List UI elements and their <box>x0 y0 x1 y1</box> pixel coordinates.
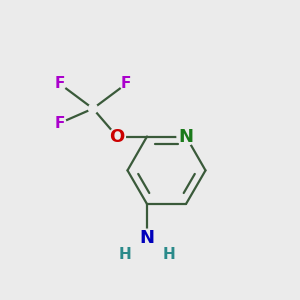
Text: N: N <box>140 229 154 247</box>
Circle shape <box>120 78 132 90</box>
Text: N: N <box>178 128 194 146</box>
Circle shape <box>139 229 155 246</box>
Text: H: H <box>163 247 176 262</box>
Circle shape <box>54 78 66 90</box>
Circle shape <box>177 128 195 146</box>
Circle shape <box>109 128 125 145</box>
Text: F: F <box>121 76 131 92</box>
Text: H: H <box>118 247 131 262</box>
Text: F: F <box>55 116 65 130</box>
Circle shape <box>164 249 175 260</box>
Text: F: F <box>55 76 65 92</box>
Circle shape <box>88 104 98 113</box>
Circle shape <box>119 249 130 260</box>
Circle shape <box>54 117 66 129</box>
Text: O: O <box>110 128 124 146</box>
